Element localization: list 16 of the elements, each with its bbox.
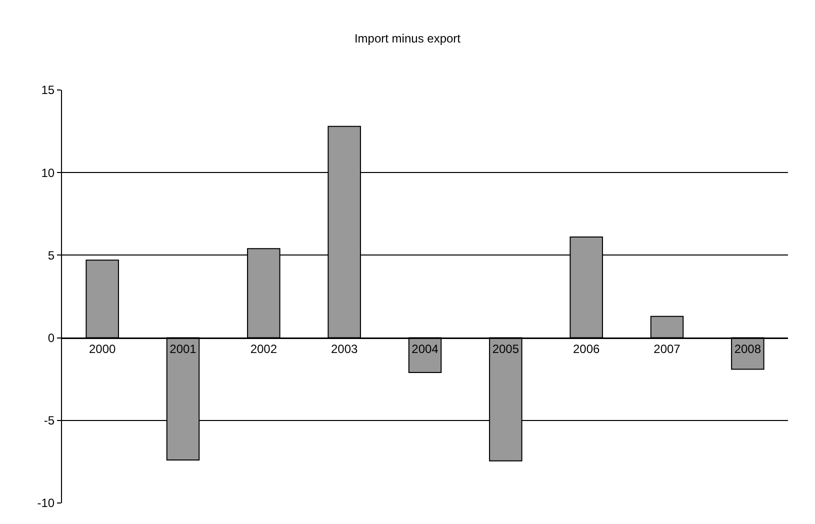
- x-tick-label: 2001: [170, 342, 197, 356]
- x-tick-label: 2005: [492, 342, 520, 356]
- y-tick-label: 0: [48, 331, 55, 345]
- y-tick-label: -10: [37, 496, 55, 510]
- x-tick-label: 2008: [734, 342, 762, 356]
- y-tick-label: 10: [41, 166, 55, 180]
- chart-title: Import minus export: [354, 31, 462, 46]
- y-tick-label: 5: [48, 248, 55, 262]
- x-tick-label: 2002: [250, 342, 278, 356]
- x-tick-label: 2003: [330, 342, 358, 356]
- y-tick-label: -5: [44, 414, 55, 428]
- x-tick-label: 2000: [88, 342, 116, 356]
- y-tick-label: 15: [41, 83, 55, 98]
- x-tick-label: 2006: [572, 342, 600, 356]
- x-tick-label: 2004: [412, 342, 439, 356]
- x-tick-label: 2007: [654, 342, 681, 356]
